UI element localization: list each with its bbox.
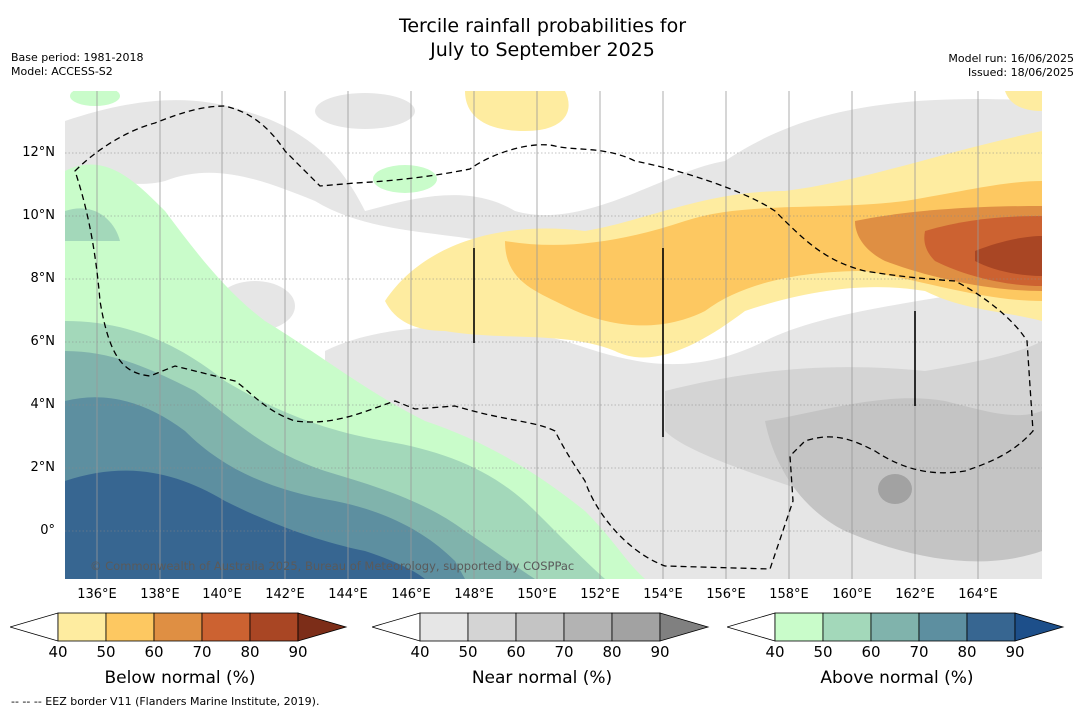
above-tick: 90 [1005, 643, 1025, 661]
lon-label-160e: 160°E [832, 587, 872, 602]
near-swatch-6 [659, 612, 710, 642]
near-swatch-5 [611, 612, 661, 642]
lat-label-4n: 4°N [30, 397, 56, 412]
below-swatch-0 [10, 612, 59, 642]
lon-label-158e: 158°E [769, 587, 809, 602]
model-run: Model run: 16/06/2025 [948, 52, 1074, 65]
below-normal-areas [385, 91, 1042, 358]
lon-label-156e: 156°E [706, 587, 746, 602]
lon-label-138e: 138°E [140, 587, 180, 602]
below-swatch-5 [249, 612, 299, 642]
region-markers [473, 248, 916, 437]
lon-label-140e: 140°E [202, 587, 242, 602]
lon-label-142e: 142°E [265, 587, 305, 602]
below-swatch-2 [105, 612, 155, 642]
map-title: Tercile rainfall probabilities for July … [0, 14, 1085, 62]
colorbar-above-normal [727, 612, 1065, 642]
lon-label-136e: 136°E [77, 587, 117, 602]
lon-label-146e: 146°E [391, 587, 431, 602]
below-tick: 50 [96, 643, 116, 661]
above-swatch-5 [966, 612, 1016, 642]
lat-label-12n: 12°N [22, 145, 55, 160]
above-tick: 50 [813, 643, 833, 661]
near-tick: 70 [554, 643, 574, 661]
base-period: Base period: 1981-2018 [11, 51, 144, 64]
above-tick: 40 [765, 643, 785, 661]
near-tick: 40 [410, 643, 430, 661]
near-tick: 50 [458, 643, 478, 661]
lat-label-6n: 6°N [30, 334, 56, 349]
near-swatch-2 [467, 612, 517, 642]
above-swatch-4 [918, 612, 968, 642]
meta-left: Base period: 1981-2018 Model: ACCESS-S2 [11, 51, 143, 79]
near-tick: 90 [650, 643, 670, 661]
near-swatch-0 [372, 612, 421, 642]
forecast-map: © Commonwealth of Australia 2025, Bureau… [65, 91, 1042, 579]
lon-label-154e: 154°E [643, 587, 683, 602]
lon-label-150e: 150°E [517, 587, 557, 602]
above-swatch-2 [822, 612, 872, 642]
above-swatch-6 [1014, 612, 1065, 642]
eez-footnote: -- -- -- EEZ border V11 (Flanders Marine… [11, 695, 320, 708]
colorbar-below-normal [10, 612, 348, 642]
eez-border [74, 105, 1034, 570]
below-tick: 70 [192, 643, 212, 661]
above-tick: 80 [957, 643, 977, 661]
below-swatch-4 [201, 612, 251, 642]
colorbar-near-normal [372, 612, 710, 642]
above-swatch-3 [870, 612, 920, 642]
near-normal-title: Near normal (%) [471, 668, 613, 688]
above-tick: 60 [861, 643, 881, 661]
below-tick: 90 [288, 643, 308, 661]
above-normal-areas [65, 91, 645, 579]
lat-label-10n: 10°N [22, 208, 55, 223]
above-normal-title: Above normal (%) [820, 668, 974, 688]
below-swatch-3 [153, 612, 203, 642]
title-line-1: Tercile rainfall probabilities for [398, 15, 687, 37]
near-swatch-3 [515, 612, 565, 642]
meta-right: Model run: 16/06/2025 Issued: 18/06/2025 [948, 52, 1074, 80]
lon-label-162e: 162°E [895, 587, 935, 602]
above-tick: 70 [909, 643, 929, 661]
near-swatch-1 [419, 612, 469, 642]
lat-label-8n: 8°N [30, 271, 56, 286]
near-swatch-4 [563, 612, 613, 642]
lon-label-152e: 152°E [580, 587, 620, 602]
lon-label-144e: 144°E [328, 587, 368, 602]
above-swatch-1 [774, 612, 824, 642]
copyright-note: © Commonwealth of Australia 2025, Bureau… [90, 559, 575, 573]
lon-label-164e: 164°E [958, 587, 998, 602]
below-tick: 40 [48, 643, 68, 661]
near-tick: 80 [602, 643, 622, 661]
lat-label-0: 0° [40, 523, 55, 538]
model-name: Model: ACCESS-S2 [11, 65, 113, 78]
map-canvas [65, 91, 1042, 579]
near-tick: 60 [506, 643, 526, 661]
below-tick: 80 [240, 643, 260, 661]
lon-label-148e: 148°E [454, 587, 494, 602]
below-normal-title: Below normal (%) [104, 668, 256, 688]
below-tick: 60 [144, 643, 164, 661]
title-line-2: July to September 2025 [430, 39, 655, 61]
below-swatch-6 [297, 612, 348, 642]
below-swatch-1 [57, 612, 107, 642]
issued-date: Issued: 18/06/2025 [967, 66, 1074, 79]
above-swatch-0 [727, 612, 776, 642]
lat-label-2n: 2°N [30, 460, 56, 475]
